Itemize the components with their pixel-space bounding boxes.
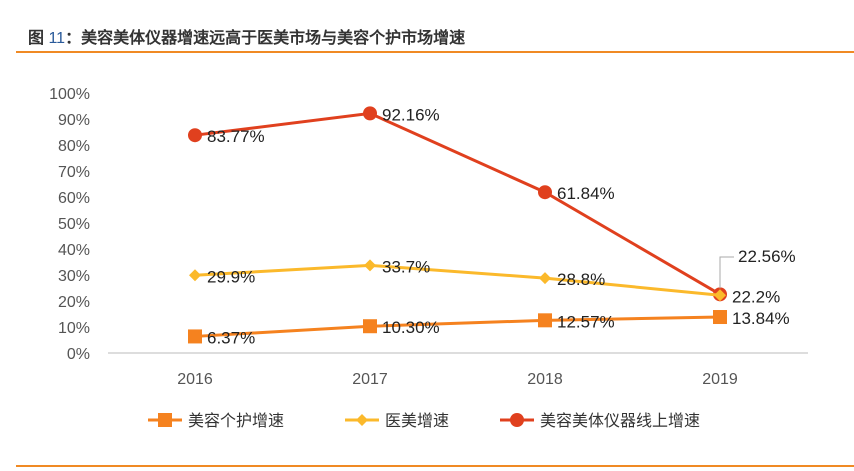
y-tick-label: 40%: [58, 242, 90, 259]
data-point: [539, 272, 551, 285]
y-tick-label: 0%: [67, 346, 90, 363]
data-label: 28.8%: [557, 270, 605, 289]
y-tick-label: 100%: [49, 86, 90, 103]
data-point: [538, 185, 552, 200]
legend-marker: [158, 413, 172, 427]
series-line-0: [194, 315, 721, 338]
data-label: 61.84%: [557, 184, 615, 203]
legend-label: 美容美体仪器线上增速: [540, 412, 700, 430]
legend-marker: [356, 414, 368, 426]
figure-title: 图 11：美容美体仪器增速远高于医美市场与美容个护市场增速: [28, 30, 466, 47]
data-label: 22.56%: [738, 247, 796, 266]
data-label: 10.30%: [382, 318, 440, 337]
y-tick-label: 50%: [58, 216, 90, 233]
leader-line: [719, 256, 734, 289]
x-tick-label: 2017: [352, 371, 388, 388]
data-label: 6.37%: [207, 328, 255, 347]
data-label: 22.2%: [732, 287, 780, 306]
legend-marker: [510, 413, 524, 427]
series-line-2: [194, 111, 721, 296]
y-tick-label: 10%: [58, 320, 90, 337]
data-point: [364, 259, 376, 272]
series-line-1: [194, 263, 721, 297]
legend-label: 美容个护增速: [188, 412, 284, 430]
data-label: 33.7%: [382, 257, 430, 276]
data-label: 83.77%: [207, 127, 265, 146]
bottom-rule: [16, 465, 854, 467]
data-label: 12.57%: [557, 312, 615, 331]
data-point: [714, 289, 726, 302]
y-tick-label: 60%: [58, 190, 90, 207]
top-rule: [16, 51, 854, 53]
legend-label: 医美增速: [385, 412, 449, 430]
y-tick-label: 70%: [58, 164, 90, 181]
y-tick-label: 80%: [58, 138, 90, 155]
y-tick-label: 30%: [58, 268, 90, 285]
data-point: [713, 310, 727, 325]
data-point: [189, 269, 201, 282]
data-label: 13.84%: [732, 309, 790, 328]
data-label: 92.16%: [382, 105, 440, 124]
data-point: [188, 128, 202, 143]
data-point: [363, 106, 377, 121]
data-point: [538, 313, 552, 328]
x-tick-label: 2018: [527, 371, 563, 388]
data-point: [363, 319, 377, 334]
data-label: 29.9%: [207, 267, 255, 286]
y-tick-label: 90%: [58, 112, 90, 129]
x-tick-label: 2016: [177, 371, 213, 388]
x-tick-label: 2019: [702, 371, 738, 388]
y-tick-label: 20%: [58, 294, 90, 311]
data-point: [188, 329, 202, 344]
